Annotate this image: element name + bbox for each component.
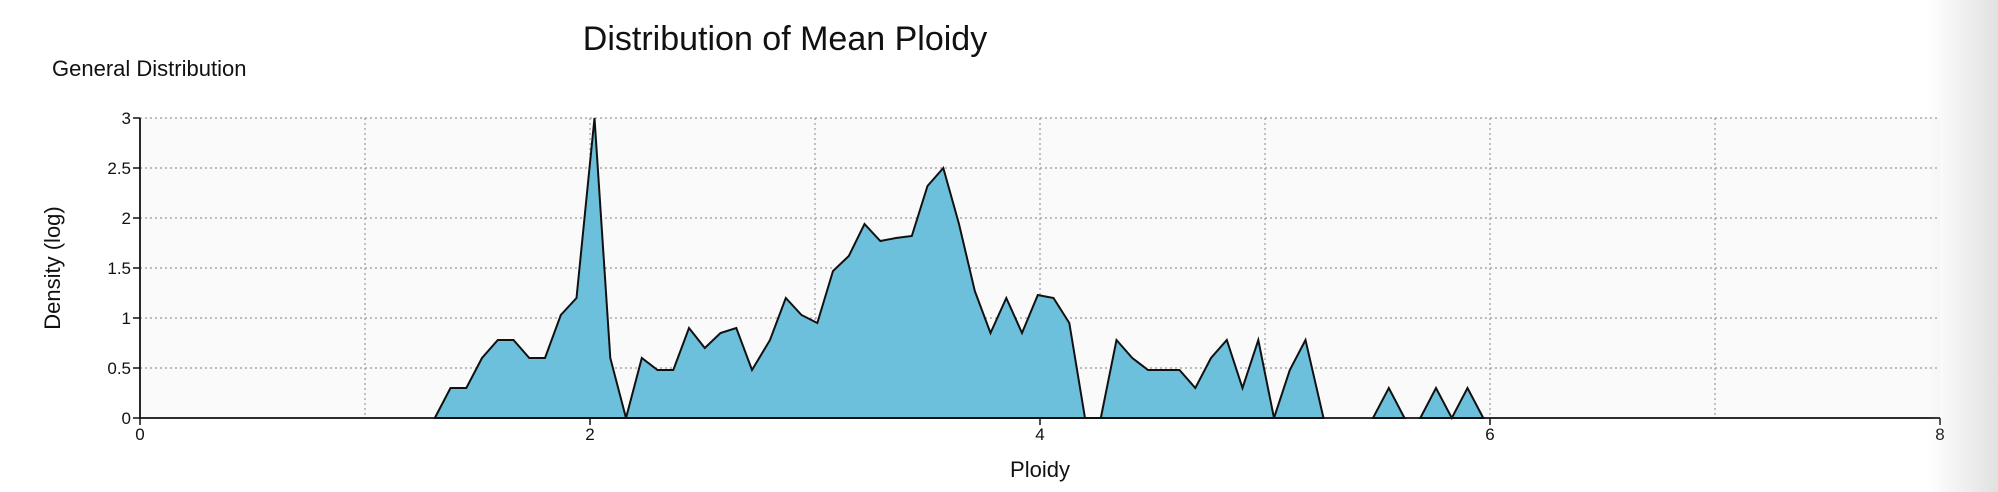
- y-axis-label: Density (log): [40, 206, 65, 329]
- window-edge-shadow: [1928, 0, 1998, 492]
- axes: 00.511.522.5302468: [107, 109, 1944, 444]
- y-tick-label: 3: [122, 109, 131, 128]
- area-segment: [433, 117, 628, 419]
- x-tick-label: 6: [1485, 425, 1494, 444]
- area-series: [433, 117, 1485, 421]
- chart-title: Distribution of Mean Ploidy: [582, 20, 988, 58]
- x-tick-label: 4: [1035, 425, 1044, 444]
- y-tick-label: 1: [122, 309, 131, 328]
- chart-subtitle: General Distribution: [52, 56, 247, 81]
- y-tick-label: 2.5: [107, 159, 131, 178]
- y-tick-label: 1.5: [107, 259, 131, 278]
- x-tick-label: 2: [585, 425, 594, 444]
- x-axis-label: Ploidy: [1010, 457, 1070, 482]
- area-segment: [624, 165, 1101, 419]
- x-tick-label: 0: [135, 425, 144, 444]
- area-segment: [1099, 336, 1276, 419]
- y-tick-label: 0: [122, 409, 131, 428]
- y-tick-label: 2: [122, 209, 131, 228]
- grid: [140, 117, 1940, 418]
- y-tick-label: 0.5: [107, 359, 131, 378]
